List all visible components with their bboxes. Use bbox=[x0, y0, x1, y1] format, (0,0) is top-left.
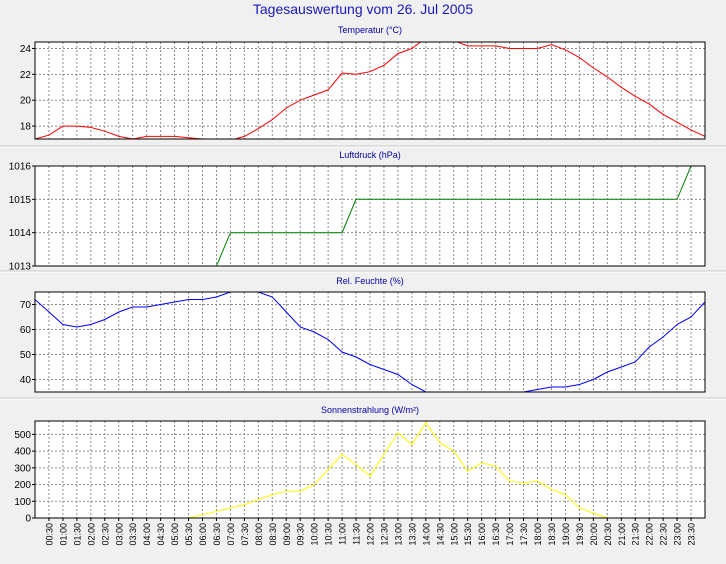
x-tick-label: 07:00 bbox=[226, 523, 236, 546]
x-tick-label: 19:30 bbox=[575, 523, 585, 546]
x-tick-label: 08:00 bbox=[254, 523, 264, 546]
y-tick-label: 22 bbox=[20, 70, 32, 81]
x-tick-label: 09:00 bbox=[282, 523, 292, 546]
x-tick-label: 21:00 bbox=[617, 523, 627, 546]
y-tick-label: 400 bbox=[14, 447, 31, 458]
x-tick-label: 10:30 bbox=[324, 523, 334, 546]
y-tick-label: 300 bbox=[14, 463, 31, 474]
y-tick-label: 500 bbox=[14, 430, 31, 441]
x-tick-label: 16:30 bbox=[491, 523, 501, 546]
y-tick-label: 24 bbox=[20, 44, 32, 55]
y-tick-label: 40 bbox=[20, 375, 32, 386]
x-tick-label: 03:30 bbox=[128, 523, 138, 546]
y-tick-label: 0 bbox=[25, 514, 31, 525]
x-tick-label: 17:30 bbox=[519, 523, 529, 546]
y-tick-label: 60 bbox=[20, 325, 32, 336]
y-tick-label: 100 bbox=[14, 497, 31, 508]
y-tick-label: 18 bbox=[20, 122, 32, 133]
x-axis: 00:30 01:00 01:30 02:00 02:30 03:00 03:30 04:00… bbox=[45, 518, 697, 546]
x-tick-label: 01:30 bbox=[72, 523, 82, 546]
panel-title: Temperatur (°C) bbox=[338, 25, 402, 35]
y-tick-label: 50 bbox=[20, 350, 32, 361]
y-tick-label: 20 bbox=[20, 96, 32, 107]
x-tick-label: 22:30 bbox=[659, 523, 669, 546]
x-tick-label: 17:00 bbox=[505, 523, 515, 546]
x-tick-label: 10:00 bbox=[310, 523, 320, 546]
y-tick-label: 200 bbox=[14, 480, 31, 491]
x-tick-label: 22:00 bbox=[645, 523, 655, 546]
y-tick-label: 1015 bbox=[9, 195, 32, 206]
y-tick-label: 1016 bbox=[9, 162, 32, 173]
panel-title: Luftdruck (hPa) bbox=[339, 150, 401, 160]
x-tick-label: 08:30 bbox=[268, 523, 278, 546]
x-tick-label: 13:00 bbox=[393, 523, 403, 546]
chart-panel-1: Temperatur (°C) 18 20 22 24 bbox=[20, 25, 706, 140]
x-tick-label: 09:30 bbox=[296, 523, 306, 546]
x-tick-label: 04:00 bbox=[142, 523, 152, 546]
x-tick-label: 11:00 bbox=[338, 523, 348, 545]
x-tick-label: 11:30 bbox=[352, 523, 362, 545]
chart-panel-4: Sonnenstrahlung (W/m²) 0 100 200 300 400 500 bbox=[14, 405, 706, 525]
x-tick-label: 01:00 bbox=[58, 523, 68, 546]
x-tick-label: 15:00 bbox=[449, 523, 459, 546]
plot-frame bbox=[34, 165, 706, 267]
x-tick-label: 23:00 bbox=[673, 523, 683, 546]
page-title: Tagesauswertung vom 26. Jul 2005 bbox=[252, 1, 474, 17]
x-tick-label: 12:00 bbox=[366, 523, 376, 546]
y-tick-label: 1014 bbox=[9, 228, 32, 239]
x-tick-label: 04:30 bbox=[156, 523, 166, 546]
x-tick-label: 13:30 bbox=[407, 523, 417, 546]
series-line bbox=[35, 42, 705, 139]
x-tick-label: 21:30 bbox=[631, 523, 641, 546]
y-tick-label: 70 bbox=[20, 300, 32, 311]
x-tick-label: 06:30 bbox=[212, 523, 222, 546]
x-tick-label: 03:00 bbox=[114, 523, 124, 546]
x-tick-label: 20:30 bbox=[603, 523, 613, 546]
x-tick-label: 14:00 bbox=[421, 523, 431, 546]
x-tick-label: 02:30 bbox=[100, 523, 110, 546]
chart-panel-3: Rel. Feuchte (%) 40 50 60 70 bbox=[20, 276, 706, 393]
series-line bbox=[216, 166, 692, 266]
x-tick-label: 06:00 bbox=[198, 523, 208, 546]
x-tick-label: 05:30 bbox=[184, 523, 194, 546]
plot-frame bbox=[34, 41, 706, 140]
x-tick-label: 14:30 bbox=[435, 523, 445, 546]
x-tick-label: 20:00 bbox=[589, 523, 599, 546]
x-tick-label: 18:00 bbox=[533, 523, 543, 546]
plot-frame bbox=[34, 291, 706, 393]
y-tick-label: 1013 bbox=[9, 262, 32, 273]
x-tick-label: 15:30 bbox=[463, 523, 473, 546]
x-tick-label: 00:30 bbox=[45, 523, 55, 546]
x-tick-label: 16:00 bbox=[477, 523, 487, 546]
series-line bbox=[35, 421, 705, 518]
x-tick-label: 18:30 bbox=[547, 523, 557, 546]
x-tick-label: 12:30 bbox=[380, 523, 390, 546]
x-tick-label: 05:00 bbox=[170, 523, 180, 546]
panel-title: Rel. Feuchte (%) bbox=[336, 276, 404, 286]
series-line bbox=[35, 292, 705, 392]
x-tick-label: 02:00 bbox=[86, 523, 96, 546]
x-tick-label: 07:30 bbox=[240, 523, 250, 546]
x-tick-label: 23:30 bbox=[687, 523, 697, 546]
chart-panel-2: Luftdruck (hPa) 1013 1014 1015 1016 bbox=[9, 150, 706, 273]
x-tick-label: 19:00 bbox=[561, 523, 571, 546]
panel-title: Sonnenstrahlung (W/m²) bbox=[321, 405, 419, 415]
